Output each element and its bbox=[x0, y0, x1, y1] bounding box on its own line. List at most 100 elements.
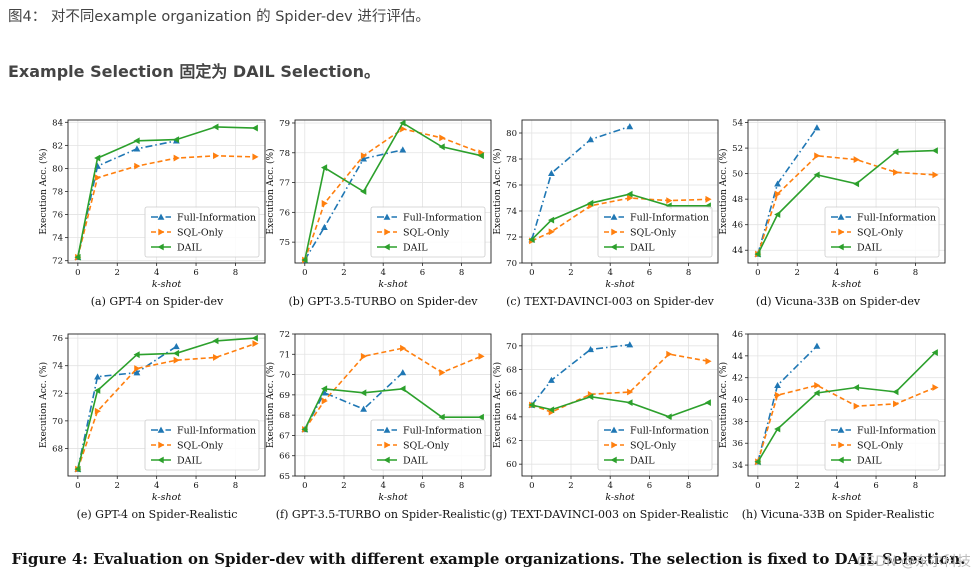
legend-marker bbox=[384, 228, 391, 236]
data-point-dail bbox=[477, 413, 484, 421]
data-point-dail bbox=[587, 199, 594, 207]
y-tick-label: 67 bbox=[279, 431, 290, 441]
data-point-dail bbox=[212, 337, 219, 345]
data-point-dail bbox=[399, 119, 406, 127]
series-line-dail bbox=[304, 121, 482, 261]
legend-marker bbox=[838, 441, 845, 449]
x-tick-label: 8 bbox=[913, 268, 918, 278]
data-point-sql-only bbox=[94, 407, 101, 415]
data-point-full-information bbox=[94, 373, 101, 380]
x-axis-label: k-shot bbox=[832, 279, 862, 290]
data-point-sql-only bbox=[321, 397, 328, 405]
series-line-sql-only bbox=[77, 154, 256, 258]
x-axis-label: k-shot bbox=[378, 279, 408, 290]
x-tick-label: 2 bbox=[795, 481, 800, 491]
legend-label: Full-Information bbox=[857, 213, 936, 224]
y-tick-label: 72 bbox=[52, 257, 63, 267]
data-point-dail bbox=[133, 351, 140, 359]
x-tick-label: 6 bbox=[873, 268, 878, 278]
y-tick-label: 40 bbox=[732, 396, 743, 406]
chart-panel-1: 0 2 4 6 8 75 76 77 78 79 k-shot Execution Acc. (%) F… bbox=[265, 119, 492, 308]
data-point-dail bbox=[94, 387, 101, 394]
series-line-dail bbox=[531, 193, 709, 241]
x-tick-label: 6 bbox=[193, 268, 198, 278]
x-axis-label: k-shot bbox=[152, 279, 182, 290]
x-tick-label: 0 bbox=[302, 481, 307, 491]
series-line-full-information bbox=[531, 343, 630, 406]
y-tick-label: 44 bbox=[732, 246, 743, 256]
x-axis-label: k-shot bbox=[152, 492, 182, 503]
y-tick-label: 36 bbox=[732, 439, 743, 449]
legend-label: Full-Information bbox=[403, 213, 482, 224]
data-point-sql-only bbox=[853, 156, 860, 163]
y-tick-label: 78 bbox=[279, 149, 290, 159]
y-tick-label: 71 bbox=[279, 350, 290, 360]
subplot-caption: (g) TEXT-DAVINCI-003 on Spider-Realistic bbox=[491, 508, 728, 521]
legend-label: DAIL bbox=[630, 456, 655, 467]
y-axis-label: Execution Acc. (%) bbox=[718, 148, 729, 234]
data-point-dail bbox=[626, 399, 633, 407]
data-point-sql-only bbox=[478, 352, 485, 360]
data-point-full-information bbox=[626, 123, 634, 130]
data-point-dail bbox=[931, 147, 938, 155]
x-tick-label: 4 bbox=[607, 481, 612, 491]
data-point-dail bbox=[360, 188, 367, 195]
data-point-dail bbox=[251, 334, 258, 342]
x-tick-label: 6 bbox=[420, 268, 425, 278]
series-line-full-information bbox=[304, 371, 404, 430]
y-tick-label: 44 bbox=[732, 352, 743, 362]
legend-label: SQL-Only bbox=[630, 441, 677, 452]
data-point-dail bbox=[892, 148, 899, 156]
data-point-sql-only bbox=[893, 168, 900, 176]
series-line-sql-only bbox=[531, 197, 709, 242]
series-line-full-information bbox=[304, 149, 403, 261]
legend-marker bbox=[610, 456, 617, 464]
data-point-full-information bbox=[321, 223, 328, 230]
legend-marker bbox=[158, 228, 165, 236]
x-tick-label: 8 bbox=[233, 268, 238, 278]
y-tick-label: 68 bbox=[506, 366, 517, 376]
data-point-sql-only bbox=[321, 200, 328, 207]
data-point-sql-only bbox=[213, 354, 220, 361]
y-tick-label: 46 bbox=[732, 221, 743, 231]
y-axis-label: Execution Acc. (%) bbox=[38, 148, 49, 234]
data-point-dail bbox=[133, 137, 140, 145]
y-tick-label: 68 bbox=[279, 411, 290, 421]
x-tick-label: 2 bbox=[115, 481, 120, 491]
axes-frame bbox=[747, 119, 946, 264]
legend-marker bbox=[611, 228, 618, 236]
data-point-dail bbox=[704, 399, 711, 407]
x-tick-label: 6 bbox=[647, 268, 652, 278]
x-tick-label: 4 bbox=[154, 268, 159, 278]
legend-label: DAIL bbox=[857, 243, 882, 254]
data-point-dail bbox=[94, 154, 101, 162]
y-axis-label: Execution Acc. (%) bbox=[492, 362, 503, 448]
data-point-full-information bbox=[587, 136, 594, 143]
data-point-dail bbox=[321, 164, 328, 172]
data-point-dail bbox=[548, 406, 555, 414]
series-line-sql-only bbox=[757, 154, 936, 255]
y-axis-label: Execution Acc. (%) bbox=[265, 148, 276, 234]
y-tick-label: 68 bbox=[52, 444, 63, 454]
legend-label: SQL-Only bbox=[403, 228, 450, 239]
x-tick-label: 8 bbox=[686, 481, 691, 491]
data-point-full-information bbox=[133, 145, 141, 152]
y-tick-label: 82 bbox=[52, 141, 63, 151]
legend-marker bbox=[610, 243, 617, 251]
data-point-dail bbox=[754, 250, 761, 258]
series-line-dail bbox=[757, 149, 936, 255]
subplot-caption: (f) GPT-3.5-TURBO on Spider-Realistic bbox=[276, 508, 490, 521]
x-tick-label: 4 bbox=[834, 481, 839, 491]
x-tick-label: 0 bbox=[302, 268, 307, 278]
y-tick-label: 54 bbox=[732, 119, 743, 129]
x-tick-label: 6 bbox=[647, 481, 652, 491]
legend-label: SQL-Only bbox=[857, 441, 904, 452]
x-axis-label: k-shot bbox=[378, 492, 408, 503]
data-point-sql-only bbox=[252, 153, 259, 161]
legend-marker bbox=[383, 426, 391, 433]
legend-marker bbox=[157, 243, 164, 251]
data-point-full-information bbox=[587, 345, 594, 353]
data-point-full-information bbox=[626, 341, 634, 348]
data-point-sql-only bbox=[400, 125, 407, 133]
